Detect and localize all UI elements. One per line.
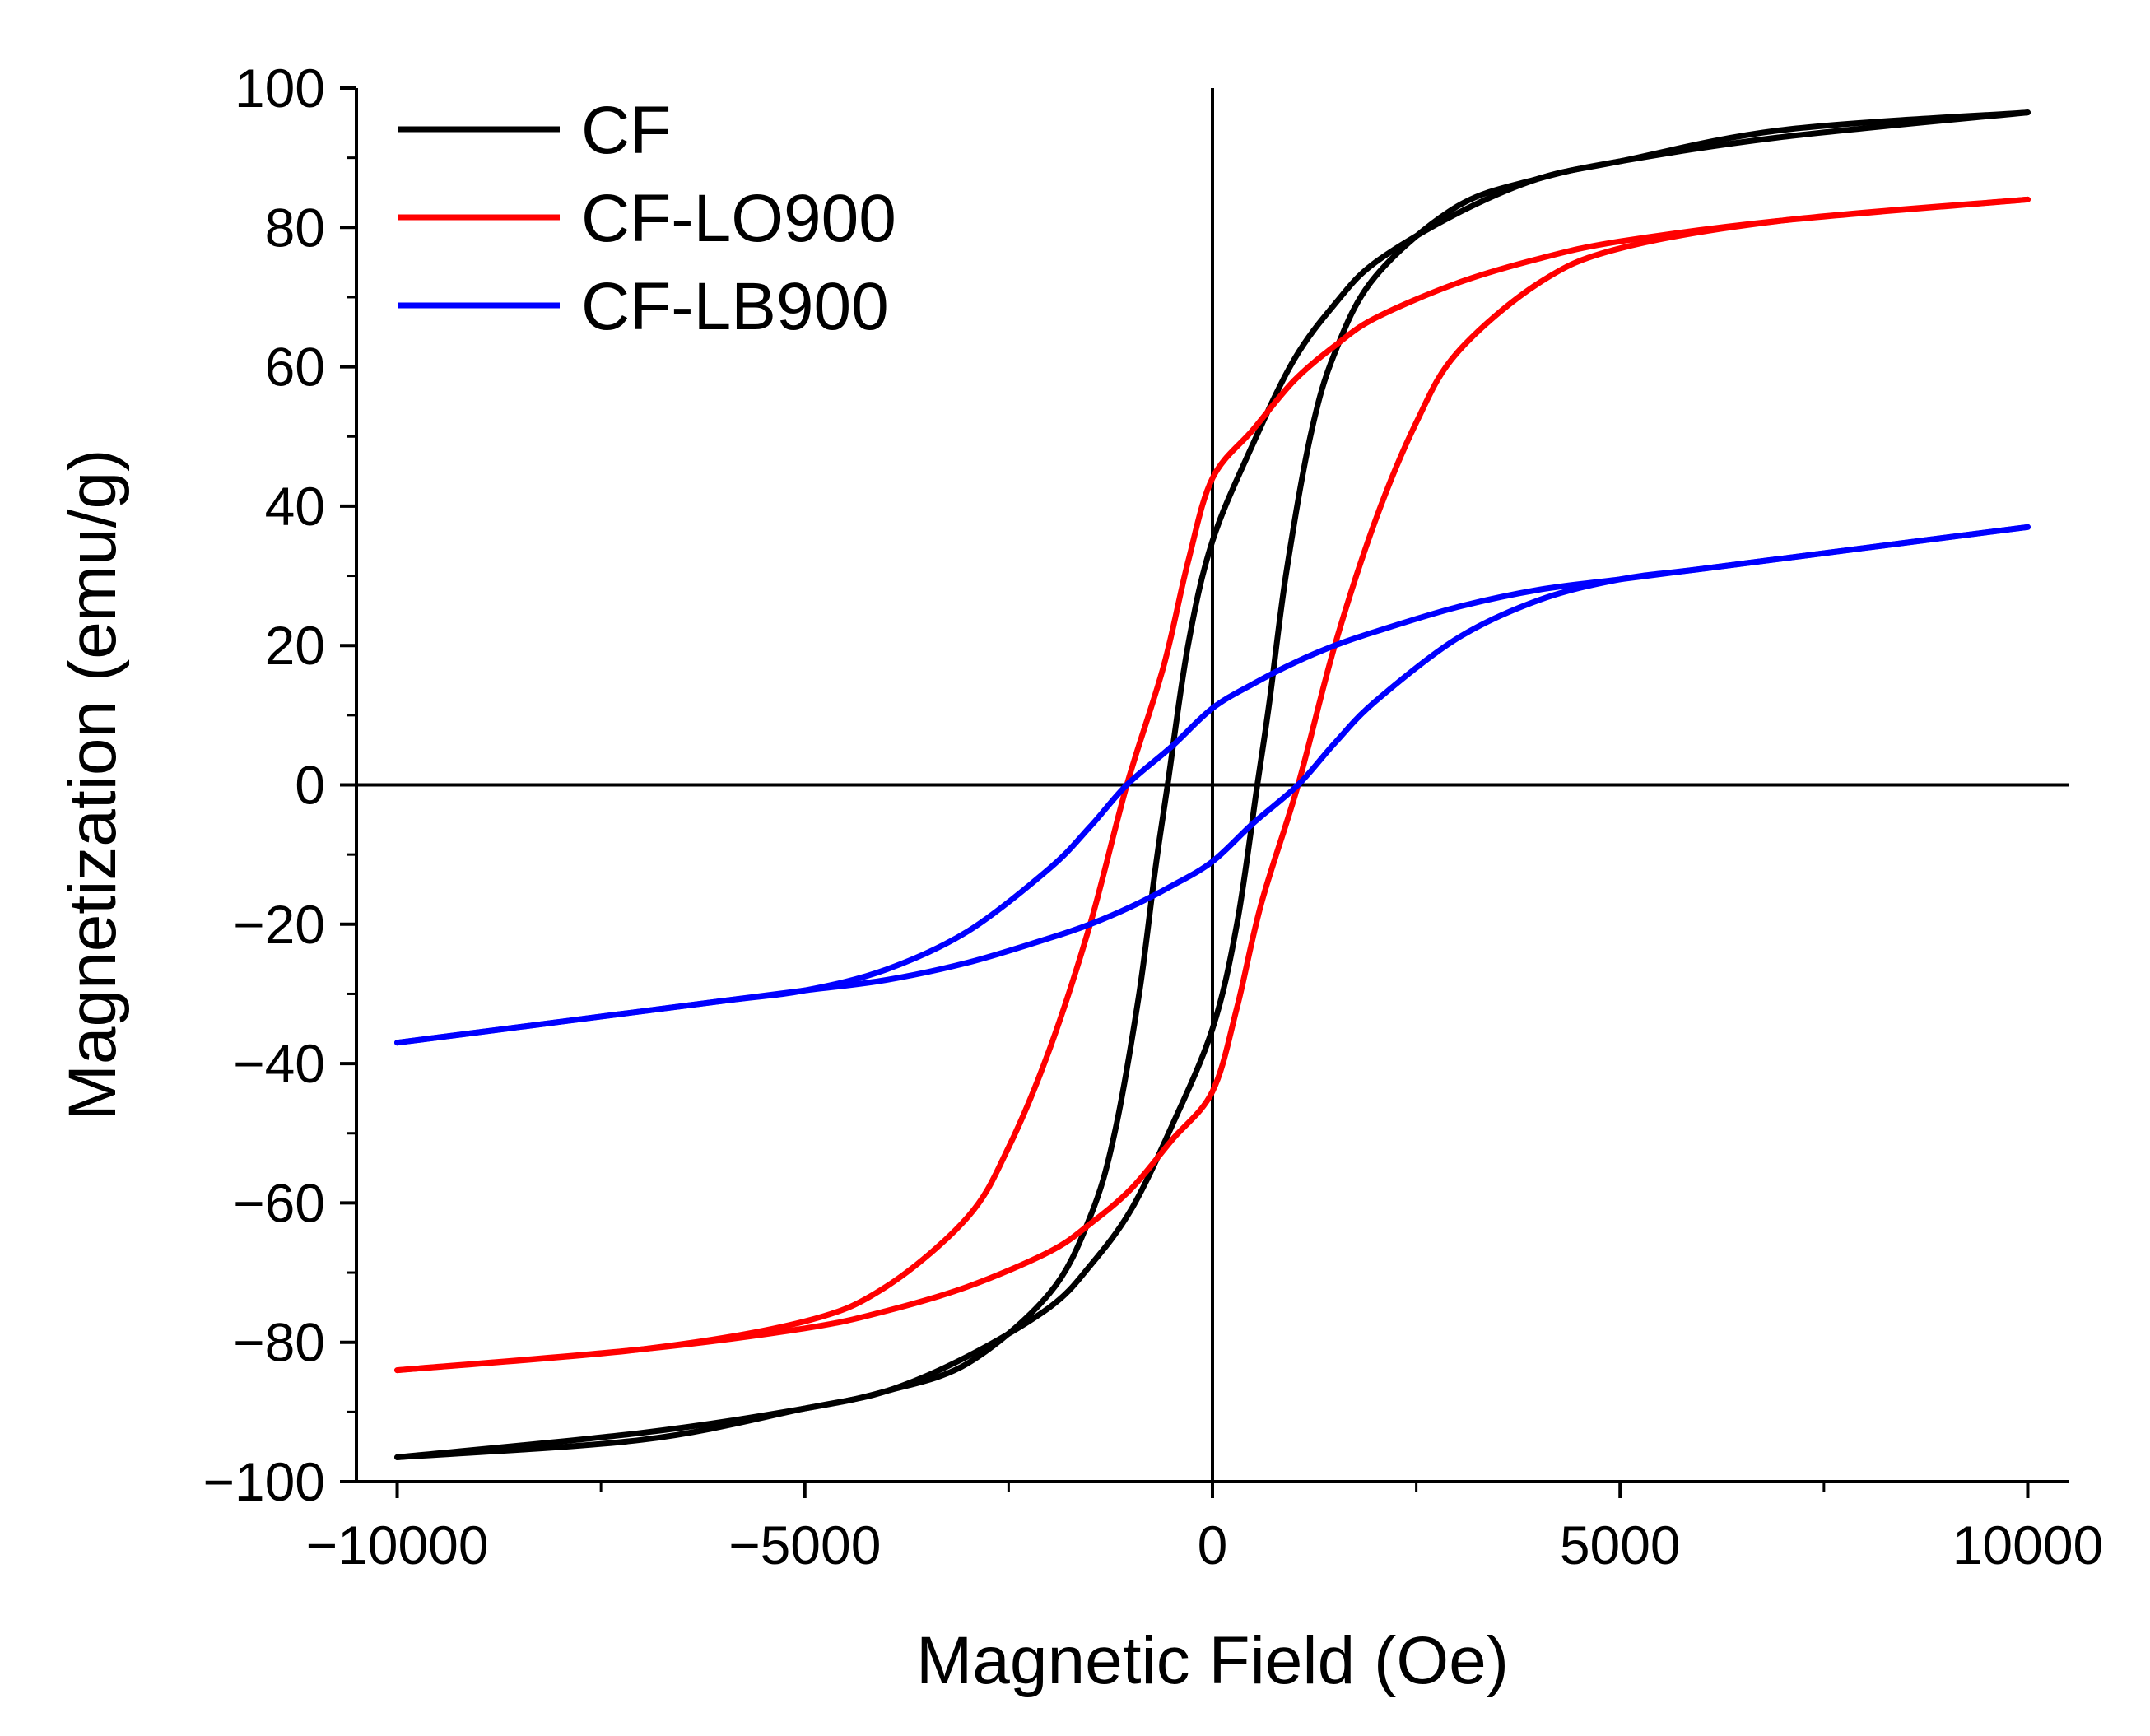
y-tick-label: −60 (233, 1172, 325, 1233)
x-tick-label: −5000 (728, 1515, 881, 1575)
x-tick-label: 0 (1198, 1515, 1228, 1575)
legend-label-cf: CF (581, 93, 671, 168)
legend: CF CF-LO900 CF-LB900 (398, 93, 896, 344)
y-tick-label: 40 (265, 476, 325, 537)
x-tick-label: 5000 (1560, 1515, 1681, 1575)
zero-lines-layer (356, 88, 2069, 1482)
series-cf-lb900 (394, 524, 2031, 1046)
legend-label-cf-lo900: CF-LO900 (581, 181, 896, 256)
y-tick-label: −80 (233, 1312, 325, 1373)
ticks-layer: −10000 −5000 0 5000 10000 −100 −80 −60 −40 −20 0 20… (202, 58, 2103, 1575)
y-tick-label: −40 (233, 1033, 325, 1094)
legend-label-cf-lb900: CF-LB900 (581, 269, 889, 344)
x-axis-title: Magnetic Field (Oe) (916, 1623, 1509, 1698)
series-layer (394, 109, 2031, 1460)
x-tick-label: 10000 (1952, 1515, 2104, 1575)
series-cf-ascending-branch (394, 109, 2031, 1460)
series-cf-lo900-ascending-branch (394, 196, 2031, 1374)
y-tick-label: 0 (295, 755, 325, 816)
y-axis-title: Magnetization (emu/g) (55, 449, 130, 1121)
x-tick-label: −10000 (305, 1515, 488, 1575)
series-cf-lo900-descending-branch (394, 196, 2031, 1374)
series-cf (394, 109, 2031, 1460)
y-tick-label: 100 (235, 58, 325, 119)
series-cf-lb900-ascending-branch (394, 524, 2031, 1046)
y-tick-label: −20 (233, 894, 325, 955)
series-cf-lo900 (394, 196, 2031, 1374)
y-tick-label: 80 (265, 197, 325, 258)
y-tick-label: −100 (202, 1451, 325, 1512)
y-tick-label: 20 (265, 615, 325, 676)
y-tick-label: 60 (265, 337, 325, 398)
